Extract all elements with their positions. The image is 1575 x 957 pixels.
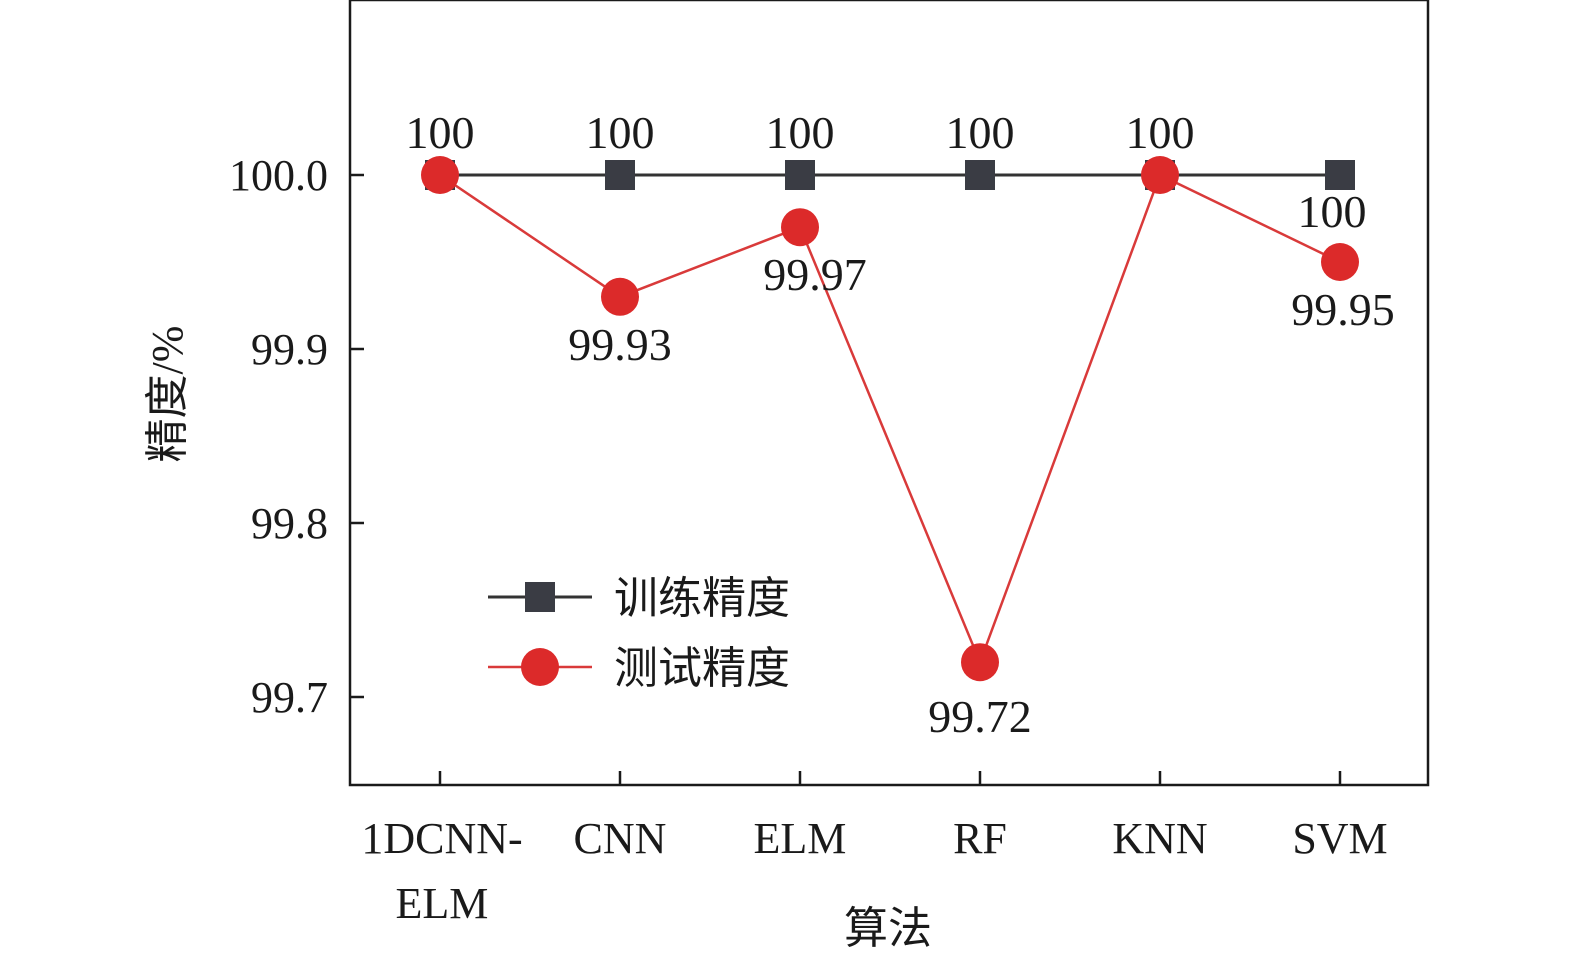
- data-label: 99.93: [568, 319, 672, 370]
- data-label: 99.72: [928, 691, 1032, 742]
- data-label: 100: [946, 107, 1015, 158]
- plot-frame: [348, 0, 1430, 787]
- data-point-square: [1325, 160, 1355, 190]
- y-tick-label: 99.8: [251, 499, 328, 548]
- series-line: [439, 173, 1341, 666]
- y-tick-label: 100.0: [229, 151, 328, 200]
- legend-label: 训练精度: [614, 574, 790, 623]
- legend-marker-circle: [521, 648, 559, 686]
- data-label: 100: [406, 107, 475, 158]
- x-tick-label: SVM: [1292, 814, 1387, 863]
- data-point-circle: [1141, 156, 1179, 194]
- y-tick-label: 99.9: [251, 325, 328, 374]
- series-train: 100 100 100 100 100 100: [406, 107, 1367, 237]
- data-label: 100: [766, 107, 835, 158]
- data-point-square: [965, 160, 995, 190]
- series-test: 99.93 99.97 99.72 99.95: [421, 156, 1395, 742]
- data-label: 100: [586, 107, 655, 158]
- legend-marker-square: [525, 582, 555, 612]
- legend-label: 测试精度: [614, 644, 790, 693]
- data-label: 100: [1298, 186, 1367, 237]
- x-tick-label: ELM: [396, 879, 489, 928]
- x-axis-title: 算法: [844, 904, 932, 953]
- x-tick-label: CNN: [574, 814, 667, 863]
- x-tick-label: KNN: [1112, 814, 1207, 863]
- data-point-circle: [1321, 243, 1359, 281]
- data-point-circle: [421, 156, 459, 194]
- data-label: 99.95: [1291, 284, 1395, 335]
- x-tick-label: ELM: [754, 814, 847, 863]
- data-label: 100: [1126, 107, 1195, 158]
- data-point-circle: [961, 643, 999, 682]
- x-tick-label: RF: [953, 814, 1007, 863]
- data-point-square: [785, 160, 815, 190]
- y-axis-title: 精度/%: [143, 326, 192, 463]
- data-point-circle: [781, 208, 819, 247]
- data-label: 99.97: [763, 249, 867, 300]
- y-tick-label: 99.7: [251, 673, 328, 722]
- data-point-square: [605, 160, 635, 190]
- data-point-circle: [601, 277, 639, 316]
- x-tick-label: 1DCNN-: [361, 814, 522, 863]
